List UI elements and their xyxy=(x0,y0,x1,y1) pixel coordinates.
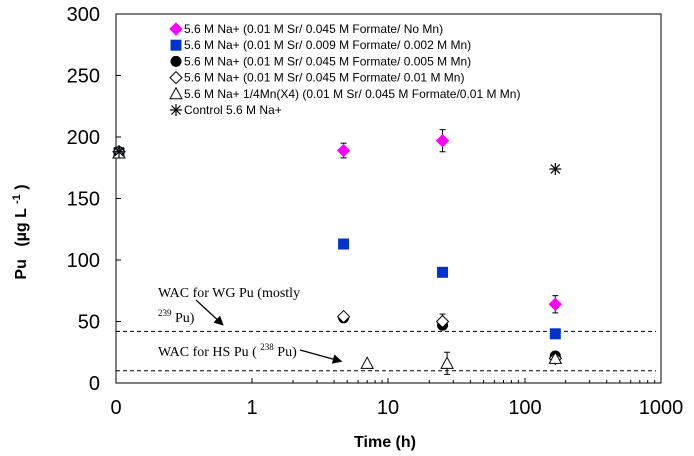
series-5 xyxy=(112,145,563,375)
star-stroke xyxy=(550,164,561,174)
legend: 5.6 M Na+ (0.01 M Sr/ 0.045 M Formate/ N… xyxy=(169,22,520,117)
series-3 xyxy=(113,146,561,362)
x-tick-label: 10 xyxy=(377,397,399,419)
data-point xyxy=(437,266,449,278)
legend-marker xyxy=(169,22,183,36)
legend-marker xyxy=(170,39,182,51)
x-tick-label: 0 xyxy=(110,397,121,419)
y-axis-title-unit-exponent: -1 xyxy=(11,194,23,204)
legend-item: 5.6 M Na+ 1/4Mn(X4) (0.01 M Sr/ 0.045 M … xyxy=(169,86,520,101)
y-tick-label: 0 xyxy=(89,373,100,395)
x-tick-label: 1 xyxy=(246,397,257,419)
data-point xyxy=(336,309,351,324)
wg-annotation-line2: 239 Pu) xyxy=(158,305,195,326)
legend-label: Control 5.6 M Na+ xyxy=(184,103,282,117)
data-point xyxy=(549,162,562,175)
legend-item: 5.6 M Na+ (0.01 M Sr/ 0.045 M Formate/ 0… xyxy=(169,70,464,85)
data-point xyxy=(435,133,450,148)
x-axis-title: Time (h) xyxy=(354,434,416,451)
hs-annotation-arrow xyxy=(299,349,343,364)
legend-item: Control 5.6 M Na+ xyxy=(170,103,282,117)
data-point xyxy=(440,356,454,369)
y-tick-label: 200 xyxy=(67,127,100,149)
legend-marker xyxy=(169,86,183,100)
star-stroke xyxy=(114,146,124,157)
data-point xyxy=(435,314,450,329)
data-point xyxy=(548,351,563,364)
legend-label: 5.6 M Na+ (0.01 M Sr/ 0.045 M Formate/ 0… xyxy=(184,71,464,85)
data-marks xyxy=(112,129,563,375)
legend-item: 5.6 M Na+ (0.01 M Sr/ 0.045 M Formate/ N… xyxy=(169,22,443,36)
y-tick-label: 300 xyxy=(67,4,100,26)
y-tick-label: 100 xyxy=(67,250,100,272)
y-axis-title: Pu (µg L -1 ) xyxy=(7,184,30,279)
hs-annotation: WAC for HS Pu ( 238 Pu) xyxy=(158,339,297,360)
reference-lines xyxy=(116,330,656,372)
legend-item: 5.6 M Na+ (0.01 M Sr/ 0.045 M Formate/ 0… xyxy=(170,54,471,68)
series-6 xyxy=(113,145,562,175)
hs-annotation-text: WAC for HS Pu ( xyxy=(158,345,257,360)
hs-annotation-element: Pu) xyxy=(277,345,297,360)
hs-annotation-isotope: 238 xyxy=(260,342,274,352)
wg-annotation-line1: WAC for WG Pu (mostly xyxy=(158,286,300,301)
plot-border xyxy=(115,13,662,384)
wg-annotation-element: Pu) xyxy=(175,311,195,326)
legend-marker xyxy=(169,70,183,85)
axes: 0 50 100 150 200 250 300 0 1 10 100 1000 xyxy=(67,4,684,419)
data-point xyxy=(360,356,375,369)
y-axis-title-unit: (µg L xyxy=(13,208,30,247)
plot-area xyxy=(115,13,662,384)
legend-marker xyxy=(170,55,182,67)
legend-marker xyxy=(170,104,182,116)
y-tick-label: 50 xyxy=(78,312,100,334)
data-point xyxy=(338,238,350,250)
legend-item: 5.6 M Na+ (0.01 M Sr/ 0.009 M Formate/ 0… xyxy=(170,38,471,52)
x-tick-label: 100 xyxy=(508,397,541,419)
legend-label: 5.6 M Na+ 1/4Mn(X4) (0.01 M Sr/ 0.045 M … xyxy=(184,87,520,101)
x-tick-label: 1000 xyxy=(639,397,684,419)
y-axis-title-close: ) xyxy=(13,184,30,189)
wg-annotation-isotope: 239 xyxy=(158,308,172,318)
legend-label: 5.6 M Na+ (0.01 M Sr/ 0.045 M Formate/ 0… xyxy=(184,54,471,68)
data-point xyxy=(113,145,125,158)
wg-annotation-arrow xyxy=(195,299,224,326)
star-stroke xyxy=(171,105,181,115)
y-axis-title-quantity: Pu xyxy=(13,259,30,279)
y-tick-label: 250 xyxy=(67,66,100,88)
y-tick-label: 150 xyxy=(67,189,100,211)
legend-label: 5.6 M Na+ (0.01 M Sr/ 0.009 M Formate/ 0… xyxy=(184,38,471,52)
data-point xyxy=(549,328,561,340)
data-point xyxy=(336,143,351,158)
data-point xyxy=(548,297,563,311)
legend-label: 5.6 M Na+ (0.01 M Sr/ 0.045 M Formate/ N… xyxy=(184,22,443,36)
